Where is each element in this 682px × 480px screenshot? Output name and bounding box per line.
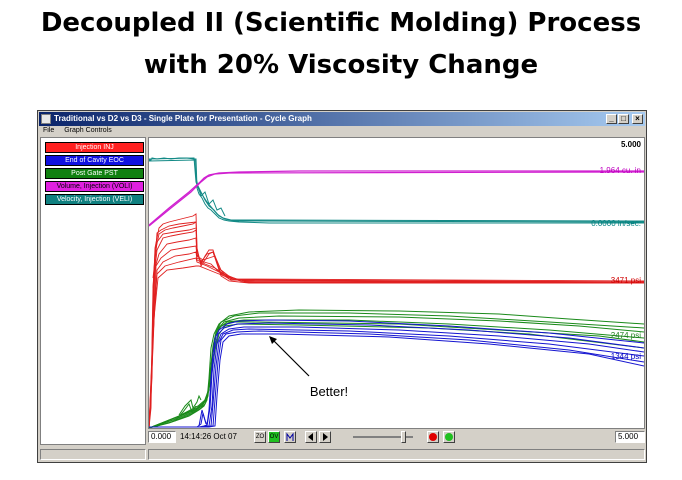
step-forward-icon[interactable]	[319, 431, 331, 443]
playback-slider-thumb[interactable]	[401, 431, 406, 443]
menu-bar: File Graph Controls	[39, 126, 645, 136]
window-title: Traditional vs D2 vs D3 - Single Plate f…	[54, 114, 312, 123]
velocity-readout: 0.0000 in/sec.	[591, 219, 641, 228]
channel-legend: Injection INJ End of Cavity EOC Post Gat…	[40, 137, 146, 445]
end-of-cavity-traces	[149, 319, 644, 428]
record-icon	[429, 433, 437, 441]
status-cell-right	[148, 449, 645, 460]
y-top-label: 5.000	[621, 140, 642, 149]
injection-readout: 3471 psi	[611, 276, 641, 285]
legend-volume-injection[interactable]: Volume, Injection (VOLI)	[45, 181, 144, 192]
overlay-button[interactable]: OV	[268, 431, 280, 443]
velocity-traces	[149, 157, 644, 224]
cycle-graph-window: Traditional vs D2 vs D3 - Single Plate f…	[37, 110, 647, 463]
play-button[interactable]	[443, 431, 455, 443]
play-icon	[445, 433, 453, 441]
end-of-cavity-readout: 1344 psi	[611, 352, 641, 361]
injection-traces	[149, 213, 644, 428]
record-button[interactable]	[427, 431, 439, 443]
maximize-button[interactable]: □	[618, 114, 629, 124]
post-gate-traces	[149, 309, 644, 428]
annotation-arrow	[269, 336, 310, 377]
legend-post-gate-pst[interactable]: Post Gate PST	[45, 168, 144, 179]
volume-readout: 1.964 cu. in	[600, 166, 641, 175]
cycle-graph-svg: 5.000 1.964 cu. in 0.0000 in/sec. 3471 p…	[149, 140, 644, 428]
x-end-field[interactable]: 5.000	[615, 431, 645, 443]
post-gate-readout: 2474 psi	[611, 331, 641, 340]
step-back-icon[interactable]	[305, 431, 317, 443]
zoom-out-button[interactable]: ZO	[254, 431, 266, 443]
slide-title-line-1: Decoupled II (Scientific Molding) Proces…	[40, 8, 642, 38]
graph-controls: 0.000 14:14:26 Oct 07 ZO OV 5.000	[148, 429, 645, 446]
timestamp: 14:14:26 Oct 07	[180, 432, 237, 441]
menu-graph-controls[interactable]: Graph Controls	[64, 127, 112, 134]
cycle-graph-plot[interactable]: 5.000 1.964 cu. in 0.0000 in/sec. 3471 p…	[148, 137, 645, 429]
status-cell-left	[40, 449, 146, 460]
legend-injection-inj[interactable]: Injection INJ	[45, 142, 144, 153]
slide-title-line-2: with 20% Viscosity Change	[143, 50, 539, 80]
playback-slider-track[interactable]	[353, 436, 413, 438]
volume-traces	[149, 170, 644, 227]
better-annotation: Better!	[310, 384, 348, 399]
x-start-field[interactable]: 0.000	[148, 431, 176, 443]
close-button[interactable]: ×	[632, 114, 643, 124]
cursor-tool-icon[interactable]	[284, 431, 296, 443]
app-icon	[41, 114, 51, 124]
legend-velocity-injection[interactable]: Velocity, Injection (VELI)	[45, 194, 144, 205]
legend-end-of-cavity-eoc[interactable]: End of Cavity EOC	[45, 155, 144, 166]
menu-file[interactable]: File	[43, 127, 55, 134]
minimize-button[interactable]: _	[606, 114, 617, 124]
status-bar	[39, 447, 645, 461]
window-titlebar[interactable]: Traditional vs D2 vs D3 - Single Plate f…	[39, 112, 645, 126]
